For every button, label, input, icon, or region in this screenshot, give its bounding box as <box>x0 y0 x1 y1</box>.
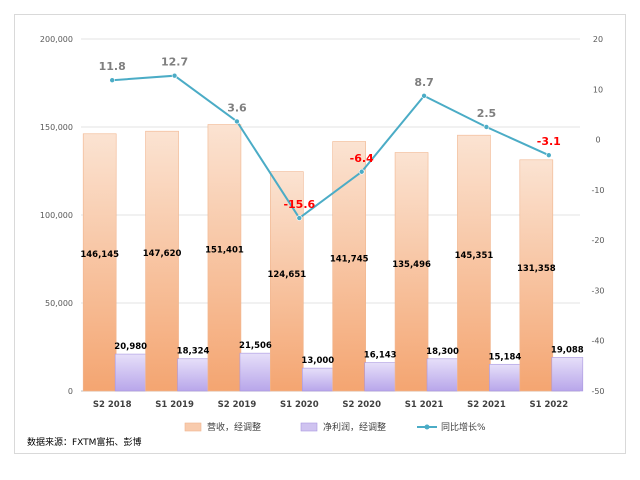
legend-growth-label: 同比增长% <box>441 421 486 433</box>
growth-value-label: 3.6 <box>227 101 247 114</box>
net-profit-bar <box>489 363 521 392</box>
revenue-bar <box>145 130 179 392</box>
x-category-label: S2 2018 <box>93 400 132 410</box>
x-category-label: S1 2019 <box>155 400 194 410</box>
growth-value-label: 2.5 <box>477 107 497 120</box>
net-profit-value-label: 16,143 <box>364 351 397 361</box>
y2-tick-label: -20 <box>591 236 604 245</box>
growth-series-line <box>112 74 550 220</box>
legend-growth-marker <box>424 424 430 430</box>
growth-point <box>109 77 115 84</box>
revenue-value-label: 135,496 <box>392 260 431 270</box>
x-category-label: S2 2019 <box>218 400 257 410</box>
y2-tick-label: -10 <box>591 186 604 195</box>
growth-value-label: -3.1 <box>537 135 561 148</box>
net-profit-bar <box>426 358 459 392</box>
growth-value-label: 8.7 <box>414 76 434 89</box>
revenue-value-label: 141,745 <box>330 254 369 264</box>
x-category-label: S2 2021 <box>467 400 506 410</box>
combo-chart: 0 50,000 100,000 150,000 200,000 -50 -40 -30 -20… <box>27 35 605 448</box>
growth-point <box>421 93 427 99</box>
growth-point <box>171 72 178 79</box>
growth-point <box>546 152 552 158</box>
data-labels: 146,145 20,980 147,620 18,324 151,401 21,506 1… <box>80 56 583 366</box>
legend-net-profit-label: 净利润，经调整 <box>323 421 386 433</box>
growth-value-label: 12.7 <box>161 56 188 69</box>
revenue-value-label: 124,651 <box>267 270 306 280</box>
net-profit-value-label: 19,088 <box>551 345 584 355</box>
growth-line <box>109 72 552 221</box>
y2-tick-label: -40 <box>591 337 604 346</box>
x-category-label: S1 2020 <box>280 400 319 410</box>
net-profit-bar <box>364 362 396 392</box>
x-category-label: S2 2020 <box>342 400 381 410</box>
revenue-value-label: 146,145 <box>80 250 119 260</box>
growth-point <box>234 118 240 125</box>
net-profit-value-label: 18,324 <box>177 347 210 357</box>
net-profit-value-label: 20,980 <box>114 342 147 352</box>
revenue-value-label: 145,351 <box>455 251 494 261</box>
source-note: 数据来源：FXTM富拓、彭博 <box>27 436 141 448</box>
y-tick-label: 200,000 <box>40 35 73 44</box>
revenue-value-label: 131,358 <box>517 264 556 274</box>
legend: 营收，经调整 净利润，经调整 同比增长% <box>184 421 486 433</box>
y-tick-label: 0 <box>68 387 73 396</box>
revenue-bar <box>82 133 117 392</box>
net-profit-value-label: 13,000 <box>301 356 334 366</box>
net-profit-bar <box>239 352 272 392</box>
growth-point <box>296 215 303 221</box>
y2-tick-label: -30 <box>591 286 604 295</box>
y-tick-label: 50,000 <box>45 299 73 308</box>
y2-tick-label: 0 <box>595 136 600 145</box>
chart-frame: 0 50,000 100,000 150,000 200,000 -50 -40 -30 -20… <box>14 14 626 454</box>
net-profit-value-label: 21,506 <box>239 341 272 351</box>
growth-value-label: -15.6 <box>283 198 315 211</box>
x-category-label: S1 2021 <box>405 400 444 410</box>
net-profit-value-label: 18,300 <box>426 347 459 357</box>
y2-tick-label: 20 <box>593 35 603 44</box>
revenue-bar <box>457 134 491 392</box>
revenue-value-label: 147,620 <box>143 249 182 259</box>
net-profit-bar <box>302 367 334 392</box>
legend-net-profit-swatch <box>300 422 318 432</box>
revenue-bar <box>519 159 554 392</box>
growth-value-label: -6.4 <box>350 152 374 165</box>
y2-tick-label: -50 <box>591 387 604 396</box>
growth-value-label: 11.8 <box>99 60 126 73</box>
net-profit-bar <box>551 357 584 392</box>
net-profit-value-label: 15,184 <box>489 352 522 362</box>
y2-tick-label: 10 <box>593 85 603 94</box>
growth-point <box>358 168 365 175</box>
legend-revenue-label: 营收，经调整 <box>207 421 261 433</box>
bars <box>82 124 584 392</box>
growth-point <box>483 124 490 130</box>
y-tick-label: 100,000 <box>40 211 73 220</box>
x-category-label: S1 2022 <box>529 400 568 410</box>
revenue-bar <box>332 141 366 392</box>
revenue-value-label: 151,401 <box>205 245 244 255</box>
revenue-bar <box>270 171 304 392</box>
legend-revenue-swatch <box>184 422 202 432</box>
revenue-bar <box>207 124 242 392</box>
net-profit-bar <box>114 353 147 392</box>
revenue-bar <box>394 152 429 392</box>
net-profit-bar <box>177 358 209 392</box>
y-tick-label: 150,000 <box>40 123 73 132</box>
